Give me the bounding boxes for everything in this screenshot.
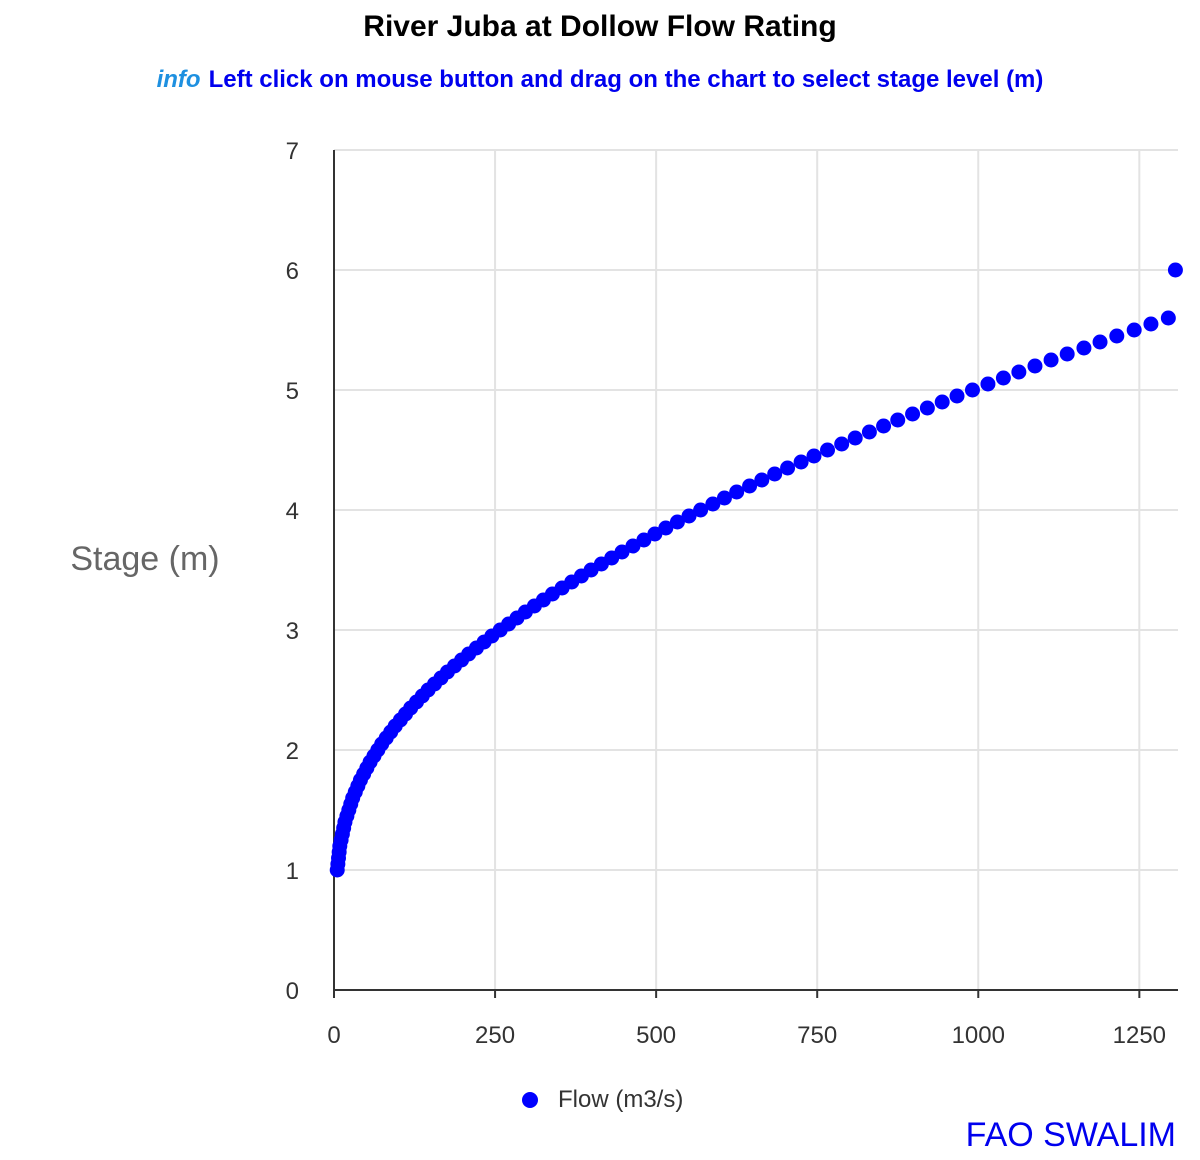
- data-point: [1160, 310, 1176, 326]
- data-point: [890, 412, 906, 428]
- y-tick-label: 6: [286, 258, 299, 285]
- data-point: [793, 454, 809, 470]
- data-point: [1126, 322, 1142, 338]
- y-tick-label: 4: [286, 498, 299, 525]
- y-tick-label: 7: [286, 138, 299, 165]
- chart-instruction: info Left click on mouse button and drag …: [0, 66, 1200, 94]
- data-point: [669, 514, 685, 530]
- data-point: [820, 442, 836, 458]
- y-tick-label: 5: [286, 378, 299, 405]
- data-point: [1027, 358, 1043, 374]
- x-tick-label: 0: [327, 1022, 340, 1049]
- data-point: [647, 526, 663, 542]
- data-points: [329, 262, 1183, 878]
- data-point: [625, 538, 641, 554]
- data-point: [658, 520, 674, 536]
- data-point: [693, 502, 709, 518]
- x-tick-label: 1250: [1113, 1022, 1166, 1049]
- data-point: [1109, 328, 1125, 344]
- data-point: [834, 436, 850, 452]
- data-point: [1011, 364, 1027, 380]
- data-point: [742, 478, 758, 494]
- data-point: [780, 460, 796, 476]
- y-axis-label: Stage (m): [70, 540, 219, 578]
- data-point: [964, 382, 980, 398]
- x-tick-label: 250: [475, 1022, 515, 1049]
- instruction-text: Left click on mouse button and drag on t…: [208, 66, 1044, 93]
- data-point: [1043, 352, 1059, 368]
- credit-label: FAO SWALIM: [965, 1116, 1176, 1154]
- data-point: [729, 484, 745, 500]
- legend-marker: [522, 1092, 538, 1108]
- y-tick-label: 0: [286, 978, 299, 1005]
- data-point: [1167, 262, 1183, 278]
- data-point: [847, 430, 863, 446]
- data-point: [681, 508, 697, 524]
- data-point: [614, 544, 630, 560]
- data-point: [1059, 346, 1075, 362]
- data-point: [705, 496, 721, 512]
- y-tick-label: 3: [286, 618, 299, 645]
- y-tick-label: 2: [286, 738, 299, 765]
- legend-label: Flow (m3/s): [558, 1086, 684, 1113]
- data-point: [905, 406, 921, 422]
- data-point: [1092, 334, 1108, 350]
- data-point: [861, 424, 877, 440]
- data-point: [716, 490, 732, 506]
- data-point: [806, 448, 822, 464]
- x-tick-label: 1000: [952, 1022, 1005, 1049]
- data-point: [919, 400, 935, 416]
- data-point: [767, 466, 783, 482]
- info-label: info: [156, 66, 201, 93]
- y-tick-label: 1: [286, 858, 299, 885]
- data-point: [1143, 316, 1159, 332]
- data-point: [876, 418, 892, 434]
- data-point: [636, 532, 652, 548]
- chart-title: River Juba at Dollow Flow Rating: [363, 10, 837, 43]
- data-point: [949, 388, 965, 404]
- data-point: [934, 394, 950, 410]
- grid-lines: [334, 149, 1178, 990]
- y-tick-labels: 0 1 2 3 4 5 6 7: [286, 138, 299, 1005]
- data-point: [995, 370, 1011, 386]
- data-point: [754, 472, 770, 488]
- x-tick-labels: 0 250 500 750 1000 1250: [327, 1022, 1166, 1049]
- data-point: [1076, 340, 1092, 356]
- data-point: [980, 376, 996, 392]
- x-tick-label: 750: [797, 1022, 837, 1049]
- x-tick-label: 500: [636, 1022, 676, 1049]
- legend[interactable]: Flow (m3/s): [522, 1086, 683, 1114]
